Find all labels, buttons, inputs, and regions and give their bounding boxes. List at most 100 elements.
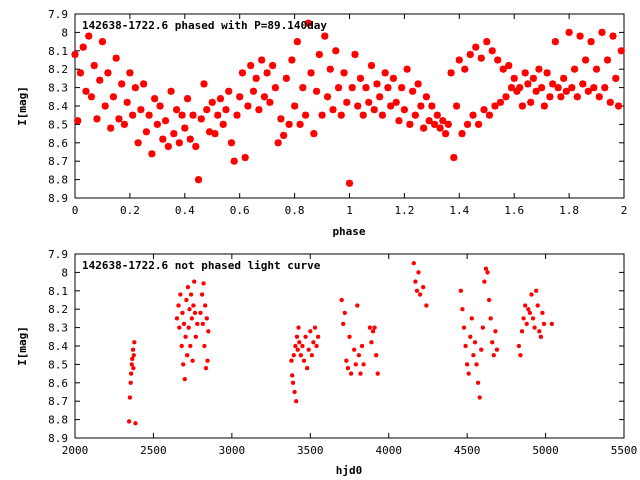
data-point [188, 343, 193, 349]
x-tick-label: 0 [72, 204, 79, 217]
x-tick-label: 4000 [375, 444, 402, 457]
x-tick-label: 3000 [219, 444, 246, 457]
data-point [538, 334, 544, 340]
data-point [375, 93, 384, 101]
data-point [612, 74, 620, 83]
data-point [351, 347, 357, 352]
data-point [200, 80, 208, 88]
data-point [450, 153, 458, 162]
data-point [370, 329, 376, 334]
data-point [337, 111, 346, 119]
data-point [521, 69, 529, 77]
data-point [104, 69, 112, 77]
data-point [128, 371, 134, 376]
data-point [260, 93, 269, 101]
data-point [222, 105, 230, 114]
data-point [139, 80, 148, 88]
data-point [480, 325, 486, 330]
data-point [167, 87, 175, 96]
data-point [345, 179, 354, 188]
phased-points [71, 19, 626, 188]
data-point [516, 343, 522, 349]
y-tick-label: 8.8 [48, 174, 68, 187]
data-point [557, 93, 565, 101]
data-point [526, 98, 535, 107]
data-point [109, 93, 118, 101]
data-point [595, 93, 604, 101]
data-point [310, 129, 318, 138]
data-point [361, 362, 366, 367]
data-point [419, 124, 428, 132]
x-tick-label: 5500 [611, 444, 638, 457]
data-point [339, 297, 344, 303]
data-point [568, 83, 576, 92]
data-point [461, 65, 469, 73]
data-point [274, 139, 282, 147]
data-point [292, 389, 297, 395]
data-point [504, 61, 513, 70]
phased-y-axis-label: I[mag] [16, 86, 29, 126]
data-point [463, 120, 472, 129]
data-point [532, 325, 537, 330]
data-point [535, 303, 540, 308]
data-point [475, 380, 481, 386]
data-point [463, 343, 468, 349]
unphased-ticks: 2000 2500 3000 3500 4000 4500 5000 5500 7.9 8 8.1 8… [48, 248, 637, 457]
data-point [293, 37, 302, 46]
data-point [123, 98, 131, 107]
data-point [496, 98, 505, 107]
data-point [344, 358, 349, 363]
data-point [384, 83, 392, 92]
data-point [238, 69, 247, 77]
data-point [184, 297, 189, 303]
x-tick-label: 2000 [62, 444, 89, 457]
data-point [519, 329, 525, 334]
data-point [198, 310, 203, 316]
data-point [211, 129, 219, 138]
data-point [334, 83, 343, 92]
data-point [95, 76, 104, 84]
unphased-points [126, 260, 555, 426]
data-point [304, 19, 313, 27]
data-point [389, 74, 398, 83]
data-point [521, 316, 526, 321]
data-point [524, 321, 529, 327]
data-point [411, 111, 420, 119]
data-point [489, 340, 495, 345]
data-point [90, 61, 98, 70]
phased-light-curve-chart: 0 0.2 0.4 0.6 0.8 1 1.2 1.4 1.6 1.8 2 7.9 8 8.1 8.2 8.3… [16, 8, 627, 238]
data-point [479, 347, 484, 352]
data-point [244, 102, 252, 110]
data-point [540, 310, 545, 316]
data-point [378, 111, 387, 119]
y-tick-label: 8.8 [48, 414, 68, 427]
data-point [263, 69, 271, 77]
data-point [131, 352, 137, 358]
y-tick-label: 8.6 [48, 377, 68, 390]
data-point [507, 83, 516, 92]
data-point [128, 111, 137, 119]
data-point [403, 65, 411, 73]
data-point [472, 340, 478, 345]
data-point [581, 56, 590, 64]
data-point [469, 316, 475, 321]
data-point [186, 325, 191, 330]
data-point [535, 65, 543, 73]
data-point [518, 102, 527, 110]
data-point [314, 343, 319, 349]
data-point [381, 69, 389, 77]
y-tick-label: 8.4 [48, 340, 68, 353]
data-point [199, 292, 205, 297]
data-point [132, 340, 137, 345]
data-point [208, 98, 217, 107]
data-point [289, 358, 294, 363]
phased-chart-title: 142638-1722.6 phased with P=89.140day [82, 19, 327, 32]
data-point [137, 105, 145, 114]
data-point [202, 343, 207, 349]
unphased-x-axis-label: hjd0 [336, 464, 363, 477]
data-point [307, 69, 315, 77]
data-point [295, 347, 300, 352]
data-point [359, 343, 365, 349]
data-point [115, 115, 123, 123]
y-tick-label: 8.7 [48, 155, 68, 168]
